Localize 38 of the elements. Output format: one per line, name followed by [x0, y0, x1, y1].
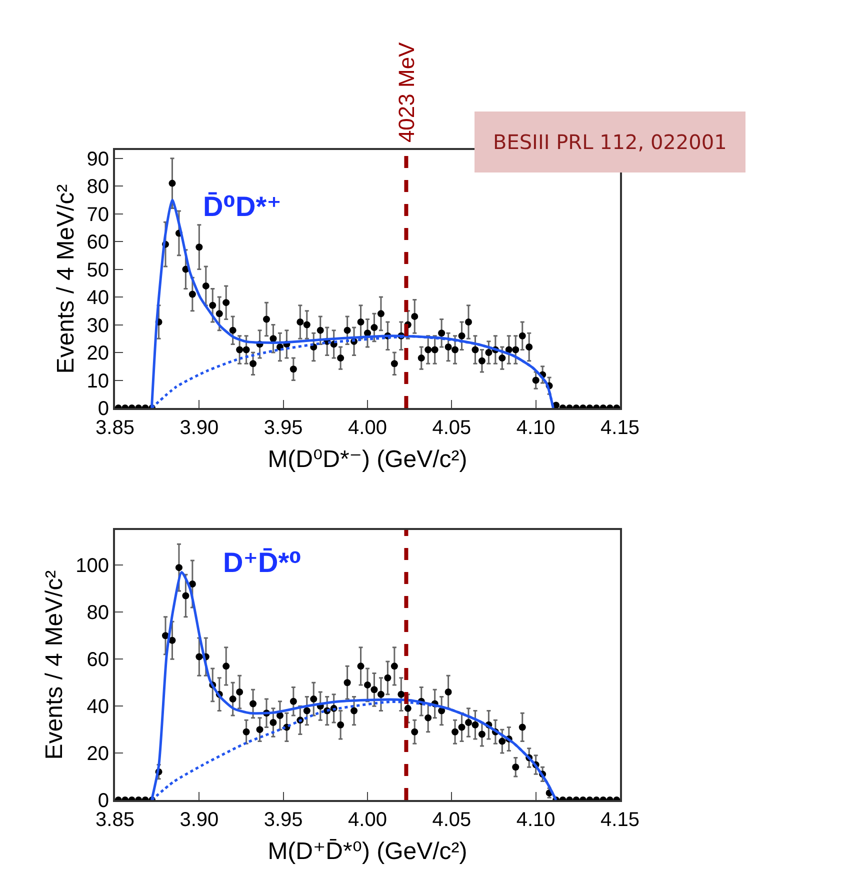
annotation: D⁺D̄*⁰ [223, 547, 302, 578]
x-tick-label: 3.85 [96, 417, 134, 439]
y-tick-label: 80 [86, 176, 109, 198]
x-axis-title: M(D⁺D̄*⁰) (GeV/c²) [268, 838, 468, 865]
y-tick-label: 70 [86, 204, 109, 226]
x-tick-label: 4.05 [432, 809, 472, 831]
annotation: BESIII PRL 112, 022001 [493, 130, 727, 154]
x-tick-label: 4.15 [600, 809, 640, 831]
ref-line-label: 4023 MeV [394, 42, 419, 143]
y-tick-label: 10 [86, 370, 109, 392]
y-axis-title: Events / 4 MeV/c² [52, 184, 80, 374]
y-tick-label: 60 [86, 232, 109, 254]
x-tick-label: 3.95 [264, 809, 303, 831]
y-tick-label: 60 [86, 649, 109, 672]
x-axis-title: M(D⁰D*⁻) (GeV/c²) [268, 446, 468, 473]
y-tick-label: 40 [86, 696, 109, 718]
y-tick-label: 50 [86, 259, 109, 282]
x-tick-label: 3.90 [180, 809, 219, 831]
x-tick-label: 3.95 [264, 417, 303, 439]
x-tick-label: 4.00 [348, 417, 387, 439]
x-tick-label: 3.85 [96, 809, 134, 831]
x-tick-label: 4.10 [516, 417, 556, 439]
y-axis-title: Events / 4 MeV/c² [41, 570, 68, 760]
y-tick-label: 30 [86, 314, 109, 337]
x-tick-label: 4.10 [516, 809, 556, 831]
y-tick-label: 90 [86, 148, 109, 170]
y-tick-label: 80 [86, 602, 109, 624]
x-tick-label: 4.15 [600, 417, 640, 439]
y-tick-label: 20 [86, 342, 109, 365]
y-tick-label: 0 [98, 790, 109, 812]
x-tick-label: 4.00 [348, 809, 387, 831]
annotation: D̄⁰D*⁺ [203, 191, 282, 222]
y-tick-label: 100 [76, 555, 109, 578]
y-tick-label: 20 [86, 743, 109, 766]
x-tick-label: 4.05 [432, 417, 472, 439]
x-tick-label: 3.90 [180, 417, 219, 439]
y-tick-label: 0 [98, 398, 109, 420]
y-tick-label: 40 [86, 287, 109, 310]
